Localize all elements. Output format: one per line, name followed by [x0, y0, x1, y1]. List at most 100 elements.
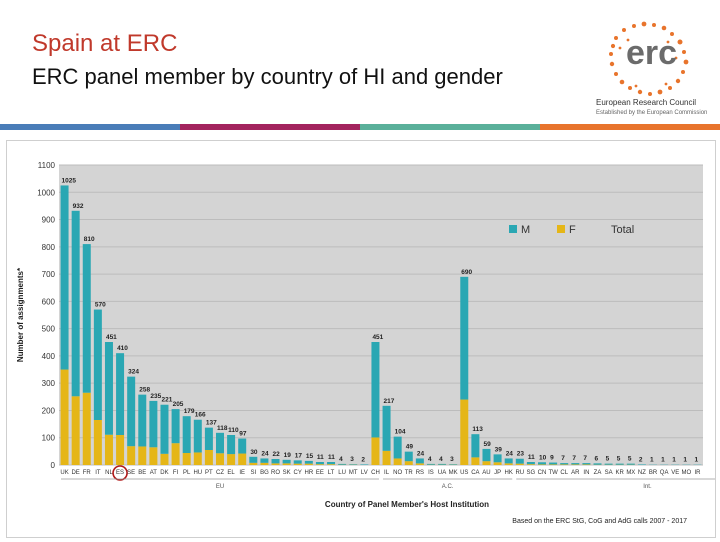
- bar-m-is: [427, 464, 435, 465]
- x-tick-label-qa: QA: [660, 470, 669, 476]
- legend-swatch-m: [509, 225, 517, 233]
- bar-f-ar: [571, 464, 579, 465]
- bar-f-se: [127, 446, 135, 465]
- legend-label-total: Total: [611, 224, 634, 236]
- bar-f-at: [149, 447, 157, 465]
- total-label-lt: 11: [328, 454, 335, 461]
- total-label-jp: 39: [495, 446, 503, 453]
- group-label-int: Int.: [643, 484, 652, 490]
- total-label-ie: 97: [239, 431, 247, 438]
- x-tick-label-pl: PL: [183, 470, 191, 476]
- total-label-at: 235: [150, 393, 161, 400]
- x-tick-label-tw: TW: [548, 470, 558, 476]
- bar-m-au: [482, 449, 490, 461]
- bar-f-fi: [172, 443, 180, 465]
- bar-m-sk: [283, 460, 291, 464]
- x-tick-label-ro: RO: [271, 470, 280, 476]
- logo-line2: Established by the European Commission: [596, 110, 707, 116]
- total-label-tw: 9: [550, 455, 554, 462]
- bar-m-se: [127, 377, 135, 447]
- x-tick-label-cn: CN: [538, 470, 547, 476]
- chart-note: Based on the ERC StG, CoG and AdG calls …: [512, 518, 687, 525]
- x-tick-label-lv: LV: [361, 470, 368, 476]
- x-tick-label-za: ZA: [594, 470, 602, 476]
- x-tick-label-mk: MK: [449, 470, 458, 476]
- legend: M F Total: [509, 224, 634, 236]
- total-label-cn: 10: [539, 454, 547, 461]
- y-tick-label: 1000: [37, 188, 55, 197]
- x-tick-label-is: IS: [428, 470, 434, 476]
- x-tick-label-in: IN: [583, 470, 589, 476]
- total-label-uk: 1025: [62, 177, 77, 184]
- x-tick-label-rs: RS: [416, 470, 424, 476]
- bar-m-pl: [183, 416, 191, 453]
- x-tick-label-sk: SK: [283, 470, 291, 476]
- x-tick-label-au: AU: [482, 470, 490, 476]
- bar-f-no: [394, 458, 402, 465]
- total-label-br: 1: [650, 457, 654, 464]
- total-label-tr: 49: [406, 444, 414, 451]
- bar-m-pt: [205, 428, 213, 450]
- x-tick-label-hu: HU: [193, 470, 202, 476]
- total-label-si: 30: [250, 449, 258, 456]
- stripe-orange: [540, 124, 720, 130]
- y-tick-label: 0: [51, 461, 56, 470]
- bar-f-cl: [560, 464, 568, 465]
- legend-swatch-f: [557, 225, 565, 233]
- legend-label-m: M: [521, 224, 530, 236]
- x-tick-label-fi: FI: [173, 470, 179, 476]
- total-label-ru: 23: [517, 451, 525, 458]
- bar-f-in: [582, 464, 590, 465]
- total-label-mk: 3: [450, 456, 454, 463]
- bar-f-il: [383, 451, 391, 465]
- bar-m-ar: [571, 463, 579, 464]
- bar-f-pl: [183, 453, 191, 465]
- bar-f-bg: [260, 463, 268, 465]
- bar-m-nz: [638, 464, 646, 465]
- bar-m-si: [249, 457, 257, 463]
- bar-m-rs: [416, 458, 424, 463]
- bar-m-us: [460, 277, 468, 400]
- page-subtitle: ERC panel member by country of HI and ge…: [32, 64, 503, 90]
- bar-m-mt: [349, 464, 357, 465]
- total-label-us: 690: [461, 269, 472, 276]
- bar-m-fr: [83, 244, 91, 393]
- x-tick-label-ru: RU: [515, 470, 524, 476]
- group-label-ac: A.C.: [442, 484, 454, 490]
- bar-f-cn: [538, 464, 546, 465]
- bar-m-es: [116, 353, 124, 435]
- bar-m-uk: [61, 185, 69, 369]
- total-label-mo: 1: [683, 457, 687, 464]
- total-label-ve: 1: [672, 457, 676, 464]
- x-tick-label-sg: SG: [527, 470, 536, 476]
- bar-m-sg: [527, 462, 535, 464]
- bar-f-sk: [283, 463, 291, 465]
- x-tick-label-be: BE: [138, 470, 146, 476]
- bar-f-ru: [516, 464, 524, 465]
- x-tick-label-nl: NL: [105, 470, 113, 476]
- y-tick-label: 100: [42, 434, 56, 443]
- x-tick-label-hr: HR: [304, 470, 313, 476]
- x-tick-label-se: SE: [127, 470, 135, 476]
- total-label-el: 110: [228, 427, 239, 434]
- total-label-it: 570: [95, 302, 106, 309]
- x-tick-label-mt: MT: [349, 470, 358, 476]
- total-label-ca: 113: [472, 426, 483, 433]
- total-label-be: 258: [139, 387, 150, 394]
- bar-m-ca: [471, 434, 479, 457]
- bar-f-si: [249, 463, 257, 465]
- bar-m-mx: [627, 464, 635, 465]
- y-tick-label: 700: [42, 270, 56, 279]
- bar-f-it: [94, 420, 102, 465]
- erc-logo: erc European Research Council Establishe…: [596, 18, 706, 128]
- total-label-fi: 205: [173, 401, 184, 408]
- total-label-se: 324: [128, 369, 139, 376]
- stripe-blue: [0, 124, 180, 130]
- bar-m-no: [394, 437, 402, 459]
- total-label-pl: 179: [184, 408, 195, 415]
- total-label-sk: 19: [284, 452, 292, 459]
- bar-f-au: [482, 461, 490, 465]
- total-label-qa: 1: [661, 457, 665, 464]
- bar-f-pt: [205, 450, 213, 465]
- x-tick-label-cl: CL: [560, 470, 568, 476]
